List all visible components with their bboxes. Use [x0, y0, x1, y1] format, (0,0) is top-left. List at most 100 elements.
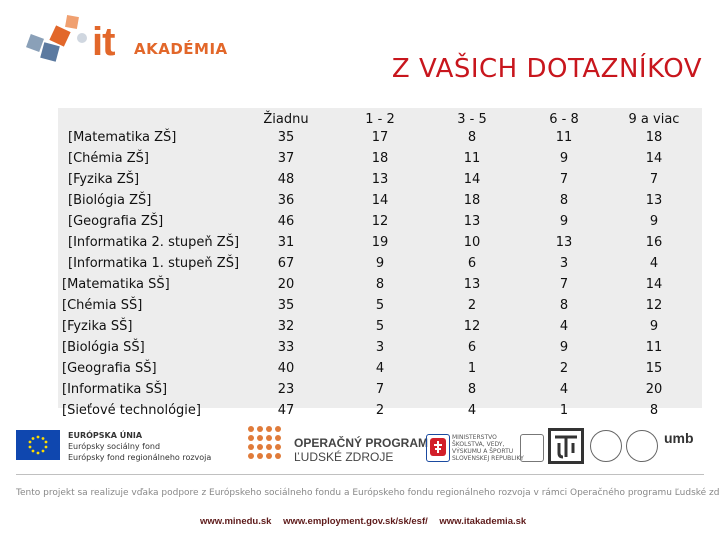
logo-akademia-text: AKADÉMIA [134, 40, 228, 58]
table-cell: 1 [559, 403, 569, 418]
table-cell: 8 [559, 193, 569, 208]
table-cell: 9 [559, 151, 569, 166]
umb-logo: umb [664, 430, 694, 446]
table-cell: 23 [277, 382, 295, 397]
op-line: ĽUDSKÉ ZDROJE [294, 450, 394, 464]
table-cell: 47 [277, 403, 295, 418]
cubes-icon [26, 15, 87, 62]
eu-line: Európsky fond regionálneho rozvoja [68, 453, 212, 462]
column-header: Žiadnu [263, 112, 309, 127]
row-label: [Geografia ZŠ] [68, 214, 164, 229]
table-cell: 4 [649, 256, 659, 271]
table-cell: 2 [559, 361, 569, 376]
table-cell: 18 [463, 193, 481, 208]
op-text: OPERAČNÝ PROGRAM ĽUDSKÉ ZDROJE [294, 436, 428, 464]
eu-text: EURÓPSKA ÚNIA Európsky sociálny fond Eur… [68, 430, 211, 463]
table-cell: 7 [559, 277, 569, 292]
ministry-line: ŠKOLSTVA, VEDY, [452, 441, 505, 448]
table-cell: 7 [559, 172, 569, 187]
table-cell: 4 [559, 382, 569, 397]
table-cell: 6 [467, 256, 477, 271]
table-cell: 18 [371, 151, 389, 166]
table-cell: 8 [559, 298, 569, 313]
row-label: [Informatika 1. stupeň ZŠ] [68, 256, 240, 271]
ministry-line: MINISTERSTVO [452, 434, 497, 441]
table-cell: 4 [559, 319, 569, 334]
table-cell: 20 [277, 277, 295, 292]
table-cell: 35 [277, 298, 295, 313]
footer: EURÓPSKA ÚNIA Európsky sociálny fond Eur… [0, 420, 720, 540]
ministry-line: SLOVENSKEJ REPUBLIKY [452, 455, 524, 462]
table-cell: 8 [649, 403, 659, 418]
table-cell: 18 [645, 130, 663, 145]
table-cell: 13 [645, 193, 663, 208]
table-cell: 9 [375, 256, 385, 271]
table-cell: 10 [463, 235, 481, 250]
page-title: Z VAŠICH DOTAZNÍKOV [391, 54, 702, 84]
op-dots-icon [248, 426, 288, 462]
row-label: [Informatika SŠ] [62, 382, 168, 397]
survey-table: [Matematika ZŠ] [Chémia ZŠ] [Fyzika ZŠ] … [58, 108, 702, 418]
row-label: [Biológia SŠ] [62, 340, 145, 355]
table-cell: 37 [277, 151, 295, 166]
eu-line: EURÓPSKA ÚNIA [68, 431, 143, 440]
table-cell: 40 [277, 361, 295, 376]
it-akademia-logo: it AKADÉMIA [22, 14, 227, 70]
column-header: 6 - 8 [549, 112, 579, 127]
table-cell: 32 [277, 319, 295, 334]
row-label: [Chémia ZŠ] [68, 151, 149, 166]
column-header: 3 - 5 [457, 112, 487, 127]
table-cell: 14 [645, 277, 663, 292]
table-cell: 4 [467, 403, 477, 418]
table-cell: 2 [467, 298, 477, 313]
university-seal-icon [626, 430, 658, 462]
table-cell: 16 [645, 235, 663, 250]
table-cell: 12 [371, 214, 389, 229]
footer-divider [16, 474, 704, 475]
link-minedu[interactable]: www.minedu.sk [200, 516, 272, 527]
university-seal-icon [590, 430, 622, 462]
table-cell: 2 [375, 403, 385, 418]
ministry-line: VÝSKUMU A ŠPORTU [452, 448, 514, 455]
table-cell: 13 [371, 172, 389, 187]
slovak-crest-icon [426, 434, 450, 462]
survey-table-panel: [Matematika ZŠ] [Chémia ZŠ] [Fyzika ZŠ] … [58, 108, 702, 418]
column-header: 9 a viac [628, 112, 680, 127]
table-cell: 11 [555, 130, 573, 145]
table-cell: 8 [375, 277, 385, 292]
row-label: [Fyzika ZŠ] [68, 172, 140, 187]
project-notice: Tento projekt sa realizuje vďaka podpore… [16, 488, 720, 498]
table-cell: 5 [375, 319, 385, 334]
row-label: [Matematika ZŠ] [68, 130, 177, 145]
table-cell: 48 [277, 172, 295, 187]
table-cell: 14 [371, 193, 389, 208]
link-employment[interactable]: www.employment.gov.sk/sk/esf/ [283, 516, 428, 527]
table-cell: 3 [559, 256, 569, 271]
ministry-text: MINISTERSTVO ŠKOLSTVA, VEDY, VÝSKUMU A Š… [452, 434, 524, 462]
row-label: [Matematika SŠ] [62, 277, 170, 292]
table-cell: 9 [559, 214, 569, 229]
eu-line: Európsky sociálny fond [68, 442, 161, 451]
table-cell: 9 [559, 340, 569, 355]
table-cell: 33 [277, 340, 295, 355]
table-cell: 35 [277, 130, 295, 145]
table-cell: 4 [375, 361, 385, 376]
column-header: 1 - 2 [365, 112, 395, 127]
table-cell: 67 [277, 256, 295, 271]
row-label: [Geografia SŠ] [62, 361, 157, 376]
table-cell: 20 [645, 382, 663, 397]
table-cell: 31 [277, 235, 295, 250]
table-cell: 1 [467, 361, 477, 376]
table-cell: 14 [645, 151, 663, 166]
table-cell: 5 [375, 298, 385, 313]
table-cell: 8 [467, 382, 477, 397]
footer-links: www.minedu.sk www.employment.gov.sk/sk/e… [200, 516, 535, 527]
table-cell: 3 [375, 340, 385, 355]
row-label: [Sieťové technológie] [62, 403, 201, 418]
link-itakademia[interactable]: www.itakademia.sk [439, 516, 527, 527]
row-label: [Informatika 2. stupeň ZŠ] [68, 235, 240, 250]
table-cell: 6 [467, 340, 477, 355]
table-cell: 13 [463, 214, 481, 229]
table-cell: 11 [645, 340, 663, 355]
table-cell: 46 [277, 214, 295, 229]
